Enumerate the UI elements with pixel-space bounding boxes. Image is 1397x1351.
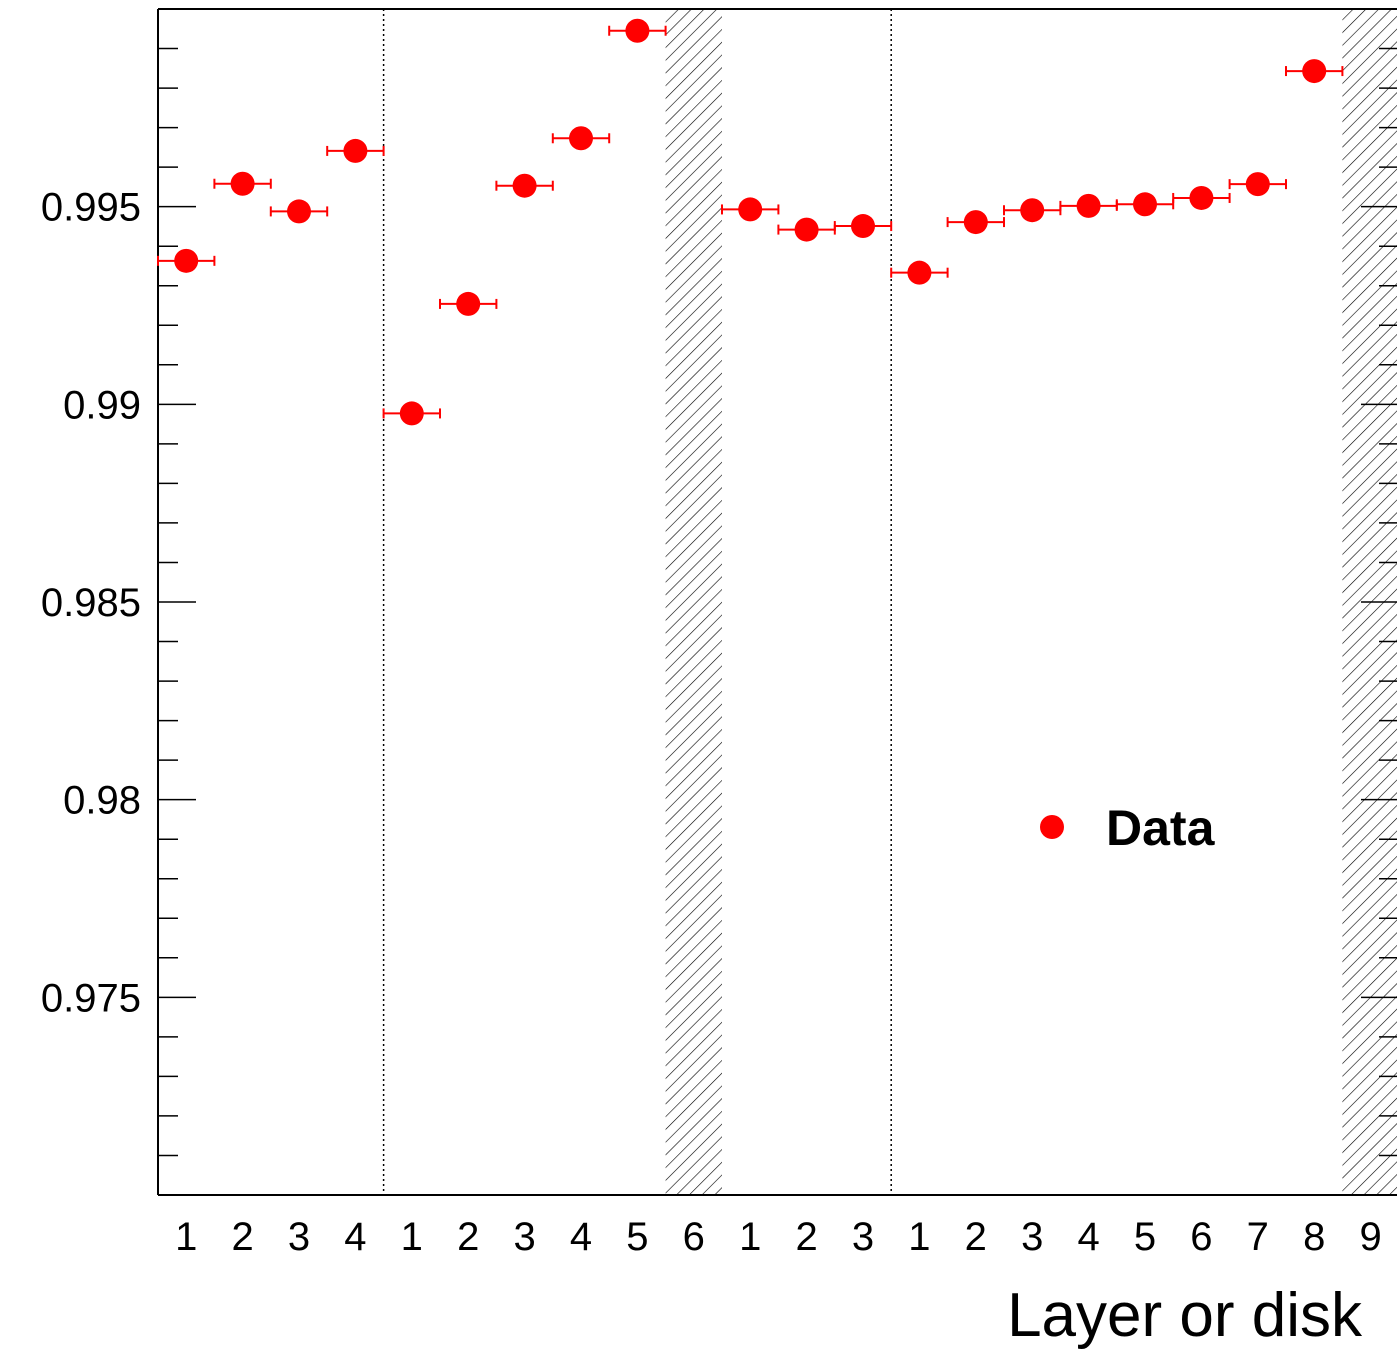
y-tick-label: 0.975 (41, 976, 141, 1020)
data-point (382, 401, 441, 426)
plot-frame (157, 8, 1397, 1196)
data-marker (1133, 192, 1157, 217)
data-marker (230, 171, 255, 196)
x-tick-label: 2 (231, 1215, 253, 1259)
excluded-bins (665, 9, 1397, 1195)
x-tick-label: 1 (401, 1215, 423, 1259)
data-marker (343, 138, 368, 163)
data-points (157, 18, 1344, 426)
data-marker (456, 291, 481, 316)
x-tick-label: 8 (1303, 1215, 1325, 1259)
data-marker (738, 197, 763, 222)
data-marker (1189, 185, 1214, 210)
x-tick-label: 4 (344, 1215, 366, 1259)
x-tick-label: 6 (1190, 1215, 1212, 1259)
data-marker (1076, 193, 1101, 218)
y-tick-label: 0.99 (63, 383, 141, 427)
x-tick-label: 1 (739, 1215, 761, 1259)
x-tick-label: 2 (457, 1215, 479, 1259)
x-tick-label: 5 (626, 1215, 648, 1259)
x-tick-label: 4 (1077, 1215, 1099, 1259)
x-axis-title: Layer or disk (1007, 1281, 1363, 1350)
x-tick-label: 2 (965, 1215, 987, 1259)
data-point (1059, 193, 1118, 218)
y-tick-label: 0.98 (63, 779, 141, 823)
data-marker (1245, 172, 1270, 197)
data-point (439, 291, 498, 316)
x-tick-label: 6 (683, 1215, 705, 1259)
data-marker (963, 210, 988, 235)
data-marker (851, 214, 875, 239)
data-point (551, 126, 611, 151)
x-tick-label: 7 (1247, 1215, 1269, 1259)
data-point (777, 217, 836, 242)
data-point (157, 248, 216, 273)
y-tick-label: 0.995 (41, 186, 141, 230)
data-marker (625, 18, 650, 43)
data-marker (794, 217, 819, 242)
y-tick-label: 0.985 (41, 581, 141, 625)
data-point (608, 18, 667, 43)
y-axis: 0.975 0.98 0.985 0.99 0.995 (41, 47, 1397, 1157)
data-point (1115, 192, 1175, 217)
data-marker (174, 248, 199, 273)
data-marker (1020, 198, 1045, 223)
legend: Data (1040, 800, 1216, 856)
data-marker (907, 260, 932, 285)
excluded-bin-10 (665, 9, 722, 1195)
data-marker (512, 173, 537, 198)
data-point (890, 260, 949, 285)
data-point (213, 171, 272, 196)
x-tick-label: 3 (288, 1215, 310, 1259)
data-point (1172, 185, 1231, 210)
x-tick-label: 5 (1134, 1215, 1156, 1259)
data-marker (399, 401, 424, 426)
data-marker (569, 126, 593, 151)
x-tick-label: 3 (1021, 1215, 1043, 1259)
x-tick-label: 4 (570, 1215, 592, 1259)
data-point (269, 199, 329, 224)
data-point (1003, 198, 1062, 223)
x-tick-label: 1 (175, 1215, 197, 1259)
x-tick-label: 3 (852, 1215, 874, 1259)
data-point (946, 210, 1005, 235)
data-point (1228, 172, 1287, 197)
data-point (495, 173, 554, 198)
data-point (833, 214, 893, 239)
legend-label-data: Data (1106, 800, 1216, 856)
x-tick-label: 1 (908, 1215, 930, 1259)
x-tick-label: 2 (795, 1215, 817, 1259)
data-point (721, 197, 780, 222)
legend-marker (1040, 815, 1064, 839)
data-marker (287, 199, 311, 224)
data-point (326, 138, 385, 163)
group-separators (382, 9, 892, 1195)
x-tick-label: 9 (1359, 1215, 1381, 1259)
data-point (1285, 59, 1344, 84)
x-tick-label: 3 (513, 1215, 535, 1259)
data-marker (1302, 59, 1327, 84)
